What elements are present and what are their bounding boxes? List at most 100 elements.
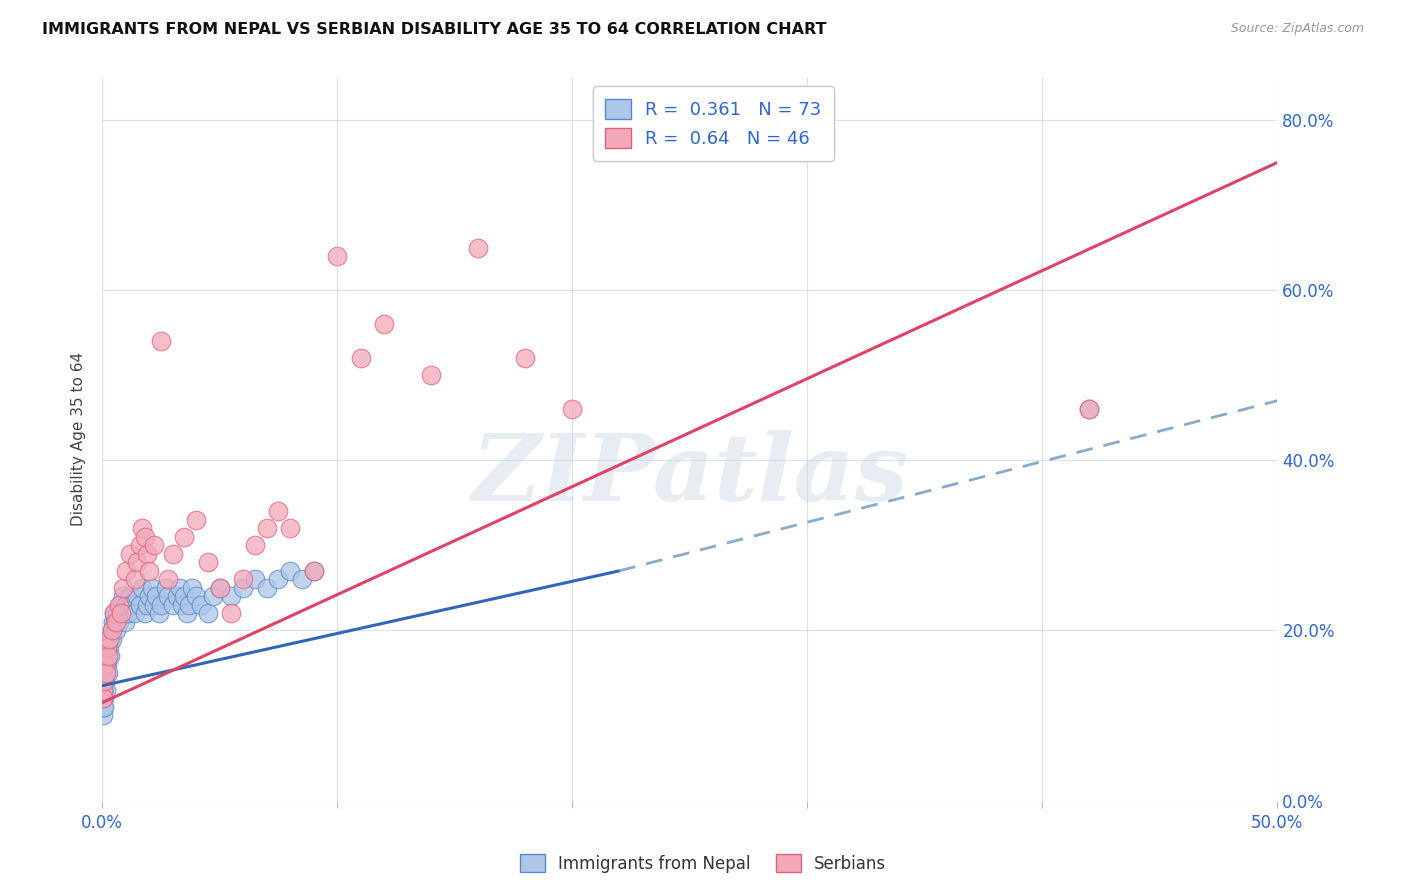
Point (232, 581, 254, 595)
Point (148, 607, 170, 621)
Point (190, 598, 212, 612)
Point (326, 249, 349, 263)
Point (149, 334, 172, 348)
Point (176, 607, 198, 621)
Point (162, 598, 184, 612)
Point (91, 708, 114, 723)
Legend: R =  0.361   N = 73, R =  0.64   N = 46: R = 0.361 N = 73, R = 0.64 N = 46 (593, 87, 834, 161)
Point (93, 691, 115, 706)
Point (120, 547, 142, 561)
Text: IMMIGRANTS FROM NEPAL VS SERBIAN DISABILITY AGE 35 TO 64 CORRELATION CHART: IMMIGRANTS FROM NEPAL VS SERBIAN DISABIL… (42, 22, 827, 37)
Point (112, 581, 135, 595)
Point (100, 632, 122, 646)
Point (100, 624, 122, 638)
Point (94, 657, 117, 672)
Point (1078, 402, 1101, 417)
Point (145, 590, 167, 604)
Point (101, 632, 124, 646)
Point (128, 538, 150, 552)
Point (420, 368, 443, 383)
Point (127, 590, 149, 604)
Point (121, 598, 143, 612)
Point (110, 607, 132, 621)
Point (467, 241, 489, 255)
Text: Source: ZipAtlas.com: Source: ZipAtlas.com (1230, 22, 1364, 36)
Point (186, 513, 208, 527)
Point (142, 598, 165, 612)
Point (97, 648, 120, 663)
Point (93, 682, 115, 697)
Point (127, 555, 149, 569)
Point (141, 581, 163, 595)
Point (138, 564, 160, 578)
Point (302, 564, 325, 578)
Point (91, 682, 114, 697)
Point (107, 615, 129, 629)
Point (221, 590, 243, 604)
Point (267, 572, 290, 586)
Point (124, 572, 146, 586)
Point (93, 657, 115, 672)
Point (172, 598, 194, 612)
Point (243, 572, 266, 586)
Point (96, 657, 118, 672)
Point (112, 590, 135, 604)
Point (124, 607, 146, 621)
Point (169, 581, 191, 595)
Point (134, 530, 156, 544)
Point (93, 674, 115, 689)
Point (166, 590, 188, 604)
Point (256, 521, 278, 535)
Point (173, 530, 195, 544)
Point (138, 590, 160, 604)
Point (208, 581, 231, 595)
Point (100, 624, 122, 638)
Point (131, 581, 153, 595)
Point (94, 682, 117, 697)
Point (267, 504, 290, 518)
Point (91, 691, 114, 706)
Point (94, 665, 117, 680)
Y-axis label: Disability Age 35 to 64: Disability Age 35 to 64 (72, 352, 86, 526)
Point (162, 547, 184, 561)
Point (98, 640, 121, 655)
Point (302, 564, 325, 578)
Point (135, 598, 157, 612)
Point (197, 607, 219, 621)
Point (278, 521, 301, 535)
Point (98, 648, 121, 663)
Point (91, 700, 114, 714)
Point (350, 351, 373, 366)
Point (221, 607, 243, 621)
Point (94, 665, 117, 680)
Point (186, 590, 208, 604)
Point (93, 674, 115, 689)
Point (157, 590, 180, 604)
Point (96, 640, 118, 655)
Point (93, 700, 115, 714)
Point (135, 547, 157, 561)
Point (180, 581, 202, 595)
Point (291, 572, 314, 586)
Point (142, 538, 165, 552)
Point (256, 581, 278, 595)
Point (105, 615, 128, 629)
Point (114, 598, 136, 612)
Point (561, 402, 583, 417)
Point (1078, 402, 1101, 417)
Point (155, 581, 177, 595)
Point (108, 598, 131, 612)
Point (93, 682, 115, 697)
Point (103, 607, 125, 621)
Point (101, 615, 124, 629)
Point (278, 564, 301, 578)
Point (117, 607, 139, 621)
Point (232, 572, 254, 586)
Point (157, 572, 180, 586)
Point (104, 615, 127, 629)
Point (243, 538, 266, 552)
Point (149, 598, 172, 612)
Point (96, 648, 118, 663)
Text: ZIPatlas: ZIPatlas (471, 430, 908, 520)
Point (373, 317, 395, 331)
